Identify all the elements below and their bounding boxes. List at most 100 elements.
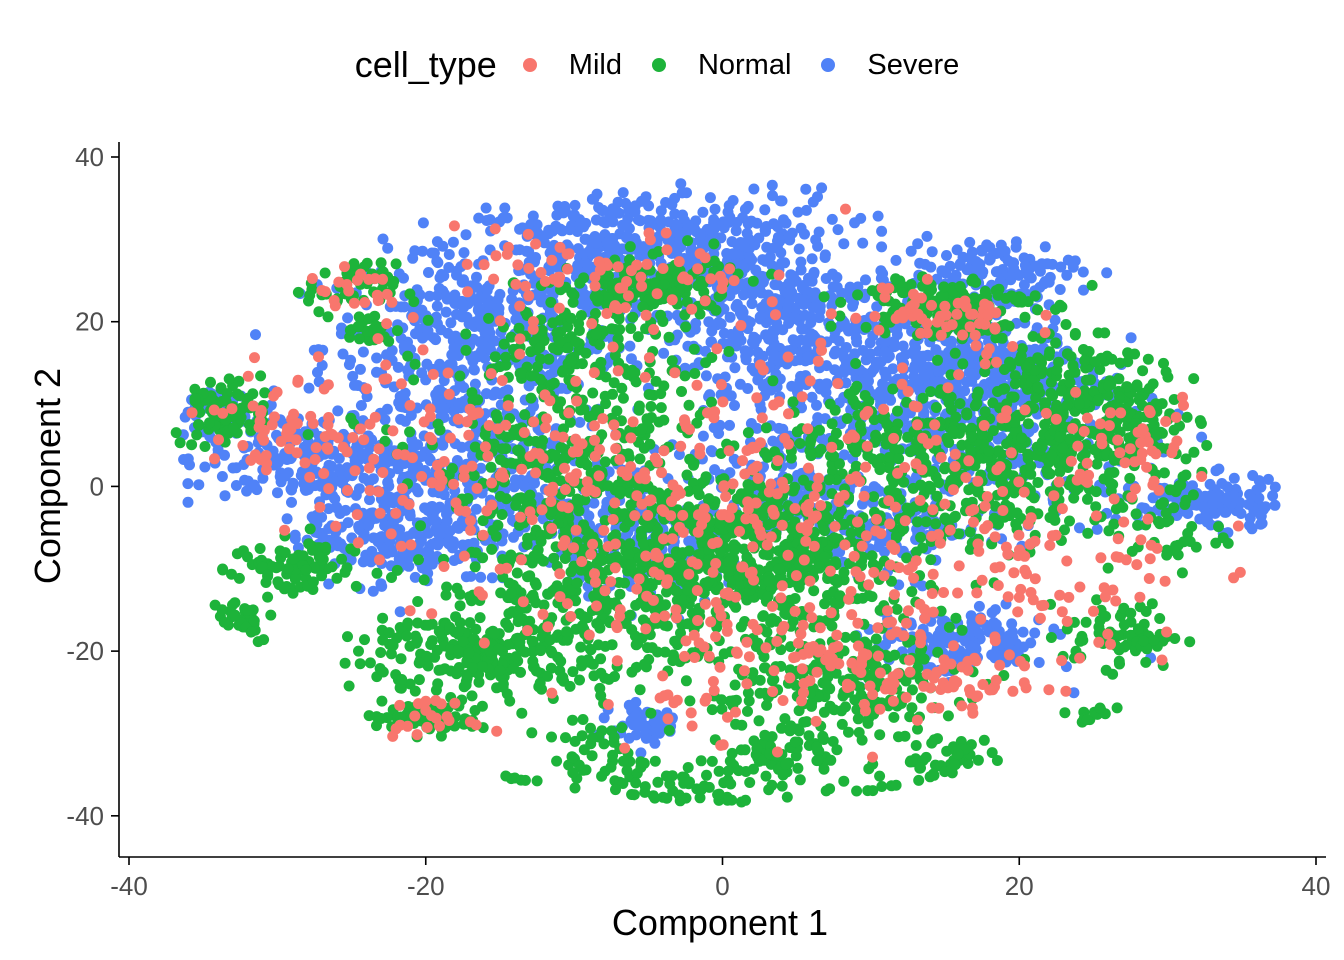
data-point	[1018, 252, 1030, 264]
data-point	[1228, 472, 1240, 484]
data-point	[819, 551, 831, 563]
data-point	[681, 469, 693, 481]
data-point	[493, 302, 505, 314]
data-point	[219, 490, 231, 502]
data-point	[676, 187, 688, 199]
data-point	[342, 312, 354, 324]
data-point	[879, 346, 891, 358]
data-point	[637, 538, 649, 549]
data-point	[588, 236, 600, 248]
data-point	[789, 481, 801, 493]
data-point	[731, 238, 743, 250]
data-point	[476, 345, 487, 357]
data-point	[943, 621, 955, 633]
data-point	[1007, 626, 1019, 638]
data-point	[475, 571, 487, 583]
data-point	[415, 520, 426, 532]
data-point	[868, 363, 880, 375]
data-point	[624, 538, 636, 550]
data-point	[783, 231, 795, 242]
data-point	[506, 457, 518, 469]
data-point	[984, 254, 996, 266]
data-point	[769, 279, 781, 291]
data-point	[789, 593, 801, 604]
data-point	[999, 245, 1011, 257]
data-point	[583, 245, 595, 257]
data-point	[802, 351, 814, 363]
data-point	[509, 474, 521, 486]
data-point	[1220, 494, 1232, 506]
data-point	[454, 600, 466, 612]
data-point	[670, 585, 682, 597]
data-point	[1269, 499, 1281, 511]
data-point	[419, 502, 431, 514]
data-point	[684, 453, 696, 465]
data-point	[508, 531, 519, 543]
data-point	[1054, 284, 1066, 295]
data-point	[737, 212, 749, 224]
data-point	[1255, 518, 1267, 530]
data-point	[1018, 279, 1030, 291]
data-point	[634, 684, 646, 696]
data-point	[798, 297, 810, 309]
data-point	[954, 258, 966, 270]
data-point	[410, 328, 421, 340]
data-point	[640, 191, 652, 203]
data-point	[690, 317, 702, 329]
data-point	[629, 206, 641, 218]
data-point	[832, 224, 844, 236]
data-point	[709, 203, 721, 215]
data-point	[355, 400, 367, 411]
data-point	[337, 348, 349, 360]
data-point	[431, 300, 443, 312]
data-point	[669, 635, 681, 647]
data-point	[412, 486, 424, 498]
data-point	[739, 203, 751, 215]
data-point	[839, 362, 851, 374]
data-point	[806, 329, 818, 341]
data-point	[724, 419, 735, 431]
data-point	[617, 187, 629, 199]
data-point	[710, 217, 722, 229]
data-point	[574, 416, 586, 428]
data-point	[393, 268, 405, 280]
data-point	[723, 216, 735, 228]
data-point	[564, 680, 576, 692]
data-point	[549, 449, 561, 461]
data-point	[634, 215, 646, 227]
data-point	[667, 655, 679, 667]
data-point	[286, 484, 297, 496]
data-point	[416, 304, 428, 316]
data-point	[767, 435, 779, 447]
data-point	[851, 336, 863, 348]
data-point	[1008, 257, 1020, 269]
data-point	[510, 500, 522, 511]
data-point	[919, 258, 931, 270]
data-point	[957, 358, 969, 370]
data-point	[514, 223, 526, 235]
data-point	[761, 451, 773, 463]
data-point	[512, 444, 524, 456]
data-point	[724, 311, 736, 323]
data-point	[303, 382, 315, 394]
data-point	[596, 555, 608, 566]
data-point	[814, 383, 826, 395]
data-point	[762, 591, 774, 602]
data-point	[467, 351, 479, 363]
data-point	[795, 264, 807, 276]
data-point	[754, 311, 766, 323]
data-point	[926, 246, 938, 258]
data-point	[819, 598, 831, 610]
data-point	[558, 207, 569, 219]
data-point	[780, 217, 792, 229]
data-point	[767, 190, 778, 202]
data-point	[672, 240, 684, 252]
data-point	[937, 266, 949, 278]
plot-points	[170, 178, 1281, 808]
data-point	[639, 658, 650, 670]
data-point	[930, 518, 942, 530]
data-point	[838, 238, 850, 250]
data-point	[655, 214, 667, 226]
data-point	[392, 361, 404, 373]
